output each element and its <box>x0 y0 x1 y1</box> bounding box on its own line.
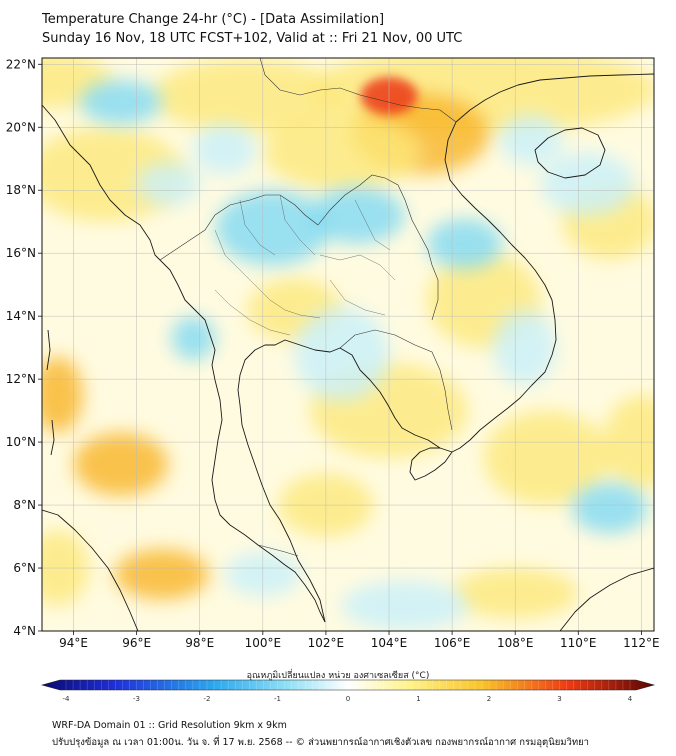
lat-tick-label: 20°N <box>6 120 36 134</box>
footer-credit: ปรับปรุงข้อมูล ณ เวลา 01:00น. วัน จ. ที่… <box>52 737 590 748</box>
lon-tick-label: 104°E <box>371 636 408 650</box>
lon-tick-label: 94°E <box>59 636 88 650</box>
anomaly-blob <box>171 316 216 361</box>
lon-tick-label: 108°E <box>497 636 534 650</box>
cold-anomalies <box>79 80 648 631</box>
colorbar-tick-label: 0 <box>346 695 350 703</box>
footer-model-info: WRF-DA Domain 01 :: Grid Resolution 9km … <box>52 720 287 731</box>
anomaly-blob <box>79 80 162 125</box>
graticule <box>42 58 654 631</box>
border-malaysia <box>257 544 299 557</box>
lat-tick-label: 12°N <box>6 372 36 386</box>
chart-title: Temperature Change 24-hr (°C) - [Data As… <box>42 12 385 27</box>
anomaly-blob <box>499 114 563 166</box>
lat-tick-label: 22°N <box>6 57 36 71</box>
anomaly-blob <box>215 190 330 266</box>
lat-tick-label: 6°N <box>13 561 36 575</box>
vietnam-south-tip <box>409 447 453 481</box>
lon-tick-label: 102°E <box>308 636 345 650</box>
colorbar-tick-label: -4 <box>63 695 71 703</box>
lat-tick-label: 4°N <box>13 624 36 638</box>
anomaly-blob <box>294 306 390 402</box>
colorbar-tick-label: 1 <box>416 695 420 703</box>
lat-tick-label: 16°N <box>6 246 36 260</box>
colorbar-tick-label: -2 <box>204 695 211 703</box>
anomaly-blob <box>341 580 468 631</box>
anomaly-blob <box>262 114 421 191</box>
lon-tick-label: 110°E <box>560 636 597 650</box>
anomaly-blob <box>136 161 200 206</box>
border-myanmar-thailand <box>159 194 319 261</box>
lat-tick-label: 18°N <box>6 183 36 197</box>
anomaly-blob <box>42 357 84 433</box>
axis-ticks: 94°E 96°E 98°E 100°E 102°E 104°E 106°E 108°E 110… <box>6 57 660 650</box>
lon-tick-label: 96°E <box>122 636 151 650</box>
anomaly-blob <box>193 124 257 175</box>
sumatra-coast <box>42 509 139 631</box>
lat-tick-label: 14°N <box>6 309 36 323</box>
colorbar-tick-label: 4 <box>628 695 633 703</box>
province-lines <box>214 194 396 336</box>
lon-tick-label: 98°E <box>185 636 214 650</box>
colorbar-tick-label: 3 <box>557 695 561 703</box>
lon-tick-label: 106°E <box>434 636 471 650</box>
temperature-field <box>42 58 654 631</box>
lon-tick-label: 100°E <box>245 636 282 650</box>
lat-tick-label: 10°N <box>6 435 36 449</box>
anomaly-blob <box>540 152 636 216</box>
anomaly-blob <box>73 432 169 496</box>
anomaly-blob <box>571 483 648 534</box>
colorbar-tick-label: -1 <box>274 695 281 703</box>
anomaly-blob <box>114 549 210 600</box>
lat-tick-label: 8°N <box>13 498 36 512</box>
anomaly-blob <box>493 309 557 386</box>
colorbar-title: อุณหภูมิเปลี่ยนแปลง หน่วย องศาเซลเซียส (… <box>246 671 430 681</box>
andaman-islands <box>46 329 55 456</box>
map-frame <box>41 57 655 632</box>
border-china <box>259 58 457 123</box>
province-line <box>214 194 396 336</box>
colorbar-tick-label: -3 <box>133 695 140 703</box>
mainland-coast <box>42 104 326 623</box>
colorbar: -4 -3 -2 -1 0 1 2 3 4 <box>40 679 656 703</box>
chart-subtitle: Sunday 16 Nov, 18 UTC FCST+102, Valid at… <box>42 31 463 46</box>
anomaly-blob <box>426 218 503 269</box>
borders <box>159 58 457 557</box>
colorbar-tick-label: 2 <box>487 695 491 703</box>
lon-tick-label: 112°E <box>623 636 660 650</box>
colorbar-ticks: -4 -3 -2 -1 0 1 2 3 4 <box>63 680 633 703</box>
borneo-coast <box>559 567 654 631</box>
anomaly-blob <box>310 187 405 244</box>
border-cambodia <box>339 329 453 431</box>
coastlines <box>42 73 654 631</box>
hainan-island <box>534 127 606 179</box>
border-laos <box>317 174 439 321</box>
